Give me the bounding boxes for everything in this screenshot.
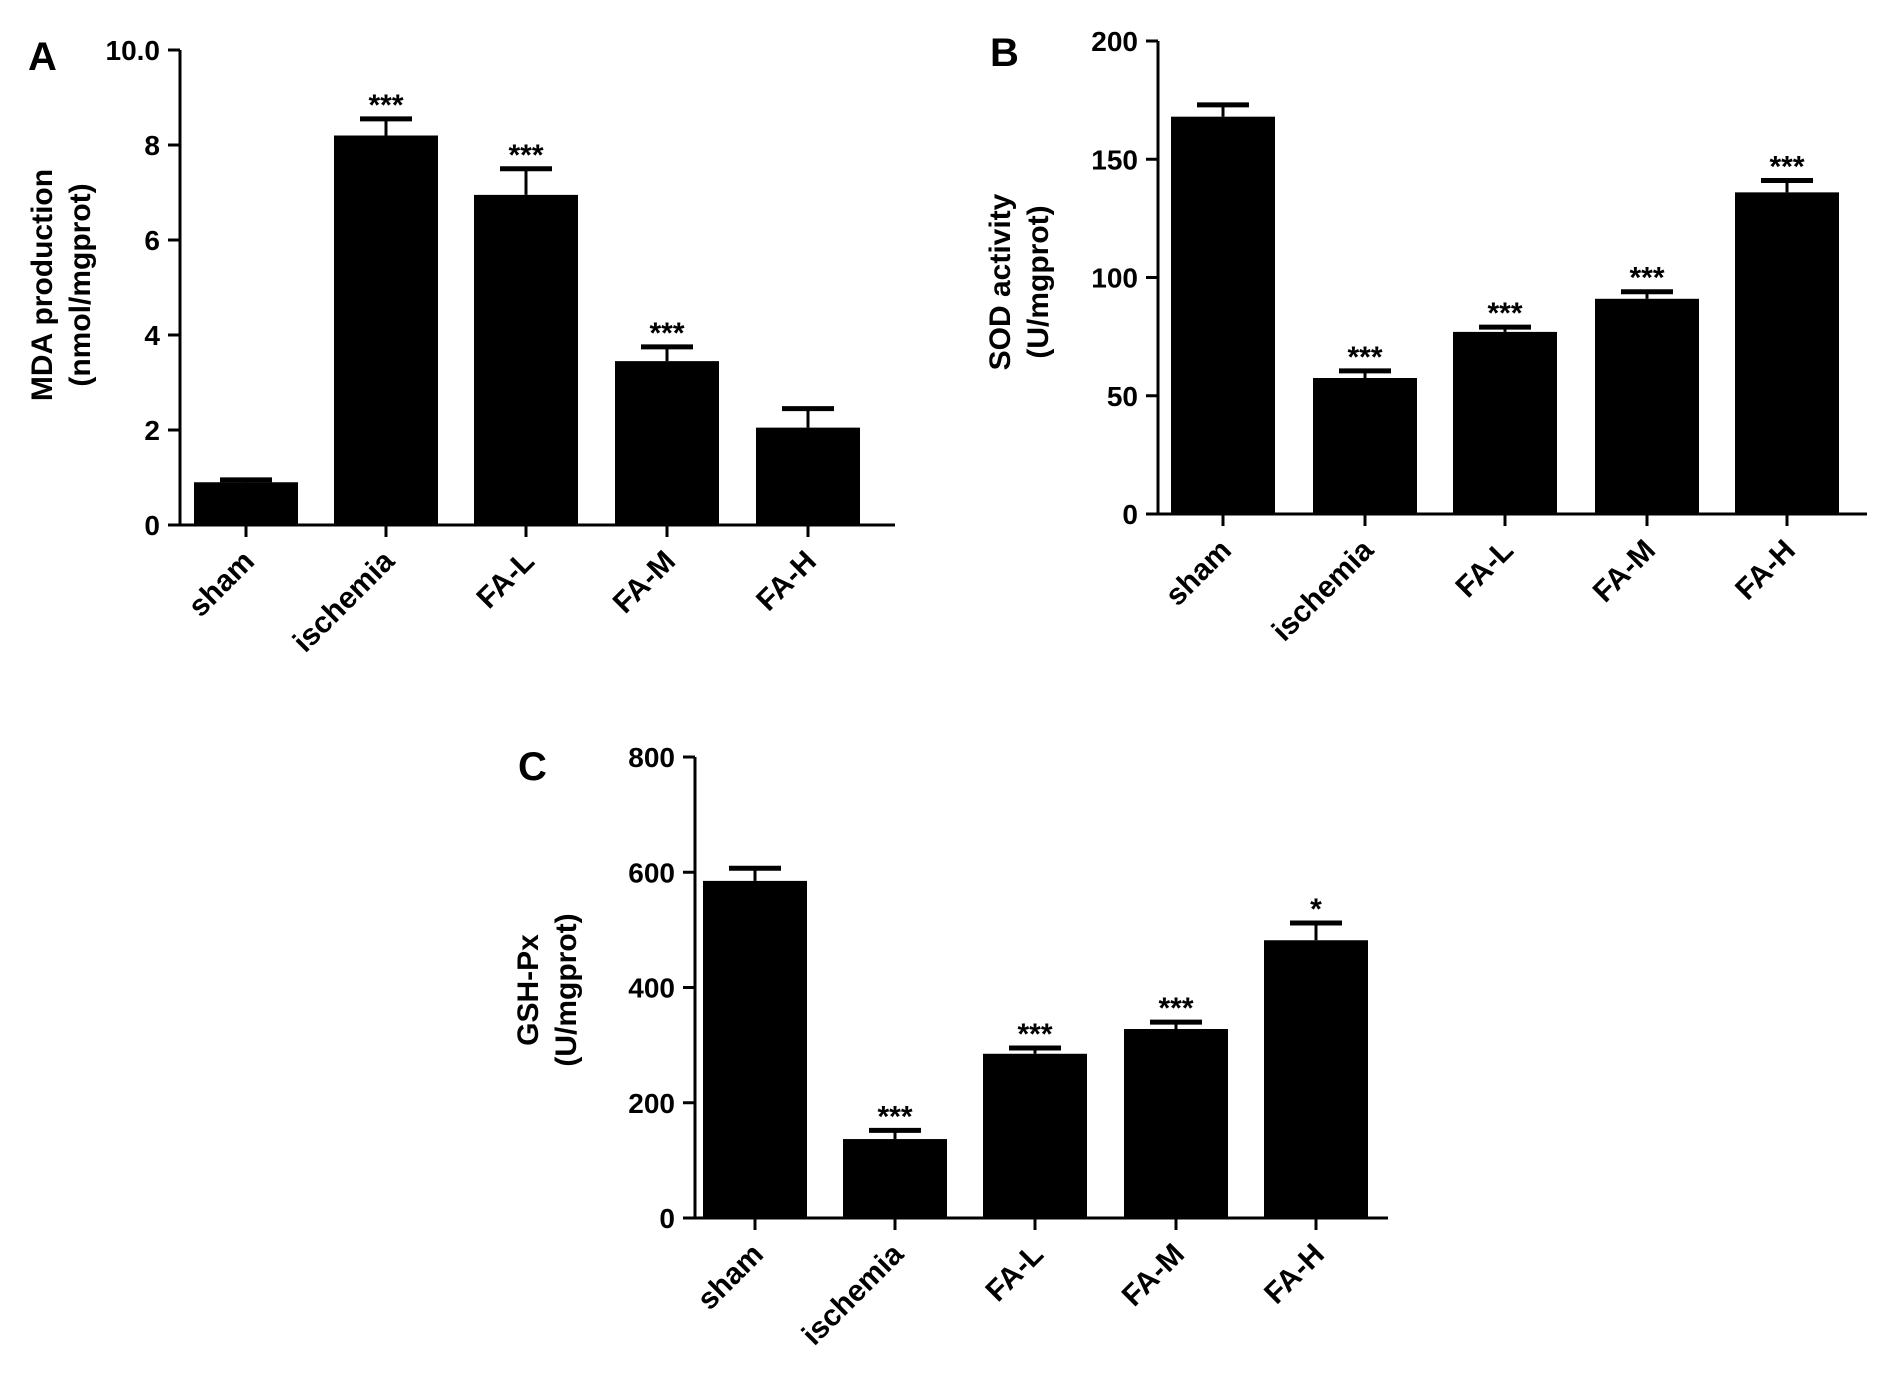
bar-fa-l: [474, 194, 578, 525]
significance-label: ***: [1769, 151, 1804, 184]
y-tick-label: 400: [628, 973, 675, 1004]
bar-fa-l: [983, 1053, 1087, 1218]
significance-label: ***: [649, 317, 684, 350]
x-tick-label: FA-L: [1449, 534, 1519, 604]
significance-label: ***: [508, 139, 543, 172]
x-tick-label: FA-L: [470, 545, 540, 615]
panel-label: A: [28, 35, 57, 79]
y-tick-label: 6: [144, 225, 160, 256]
y-tick-label: 150: [1091, 144, 1138, 175]
x-tick-label: FA-H: [1258, 1238, 1331, 1311]
bar-ischemia: [843, 1139, 947, 1218]
x-tick-label: ischemia: [796, 1237, 910, 1351]
y-tick-label: 0: [1122, 499, 1138, 530]
x-tick-label: FA-H: [1729, 534, 1802, 607]
y-tick-label: 4: [144, 320, 160, 351]
y-axis-title: SOD activity: [984, 193, 1017, 370]
significance-label: ***: [877, 1100, 912, 1133]
bar-fa-m: [1595, 298, 1699, 514]
panel-label: C: [518, 745, 547, 789]
x-tick-label: FA-L: [979, 1238, 1049, 1308]
y-tick-label: 8: [144, 130, 160, 161]
significance-label: ***: [1158, 992, 1193, 1025]
bar-fa-m: [615, 361, 719, 525]
bar-sham: [194, 482, 298, 525]
y-axis-title: (U/mgprot): [550, 913, 583, 1066]
x-tick-label: ischemia: [1266, 533, 1380, 647]
panel-b: B SOD activity (U/mgprot) 0 50 100 150 200 sham *…: [984, 26, 1867, 648]
x-tick-label: FA-M: [1587, 534, 1662, 609]
bar-ischemia: [1313, 378, 1417, 514]
bar-fa-m: [1124, 1028, 1228, 1218]
bar-ischemia: [334, 135, 438, 525]
y-tick-label: 800: [628, 742, 675, 773]
x-tick-label: FA-H: [750, 545, 823, 618]
significance-label: ***: [1017, 1018, 1052, 1051]
y-tick-label: 200: [628, 1088, 675, 1119]
bar-fa-l: [1453, 331, 1557, 514]
y-tick-label: 100: [1091, 263, 1138, 294]
x-tick-label: ischemia: [287, 544, 401, 658]
bar-sham: [1171, 116, 1275, 515]
y-axis-title: (U/mgprot): [1022, 205, 1055, 358]
significance-label: *: [1310, 893, 1322, 926]
x-tick-label: FA-M: [607, 545, 682, 620]
y-tick-label: 200: [1091, 26, 1138, 57]
y-tick-label: 10.0: [106, 35, 161, 66]
x-tick-label: sham: [1159, 534, 1238, 613]
bar-sham: [703, 880, 807, 1218]
y-tick-label: 50: [1107, 381, 1138, 412]
panel-c: C GSH-Px (U/mgprot) 0 200 400 600 800 sham *** isc…: [512, 742, 1388, 1352]
y-tick-label: 2: [144, 415, 160, 446]
significance-label: ***: [1347, 341, 1382, 374]
y-tick-label: 600: [628, 857, 675, 888]
significance-label: ***: [1629, 262, 1664, 295]
panel-label: B: [990, 31, 1019, 75]
significance-label: ***: [1487, 297, 1522, 330]
y-axis-title: GSH-Px: [512, 934, 545, 1046]
x-tick-label: sham: [691, 1238, 770, 1317]
y-axis-title: (nmol/mgprot): [64, 183, 97, 386]
significance-label: ***: [368, 89, 403, 122]
y-axis-title: MDA production: [26, 169, 59, 401]
panel-a: A MDA production (nmol/mgprot) 0 2 4 6 8 10.0 sha…: [26, 35, 895, 659]
y-tick-label: 0: [659, 1203, 675, 1234]
x-tick-label: sham: [182, 545, 261, 624]
x-tick-label: FA-M: [1116, 1238, 1191, 1313]
bar-fa-h: [756, 427, 860, 525]
y-tick-label: 0: [144, 510, 160, 541]
bar-fa-h: [1735, 192, 1839, 515]
bar-fa-h: [1264, 940, 1368, 1218]
